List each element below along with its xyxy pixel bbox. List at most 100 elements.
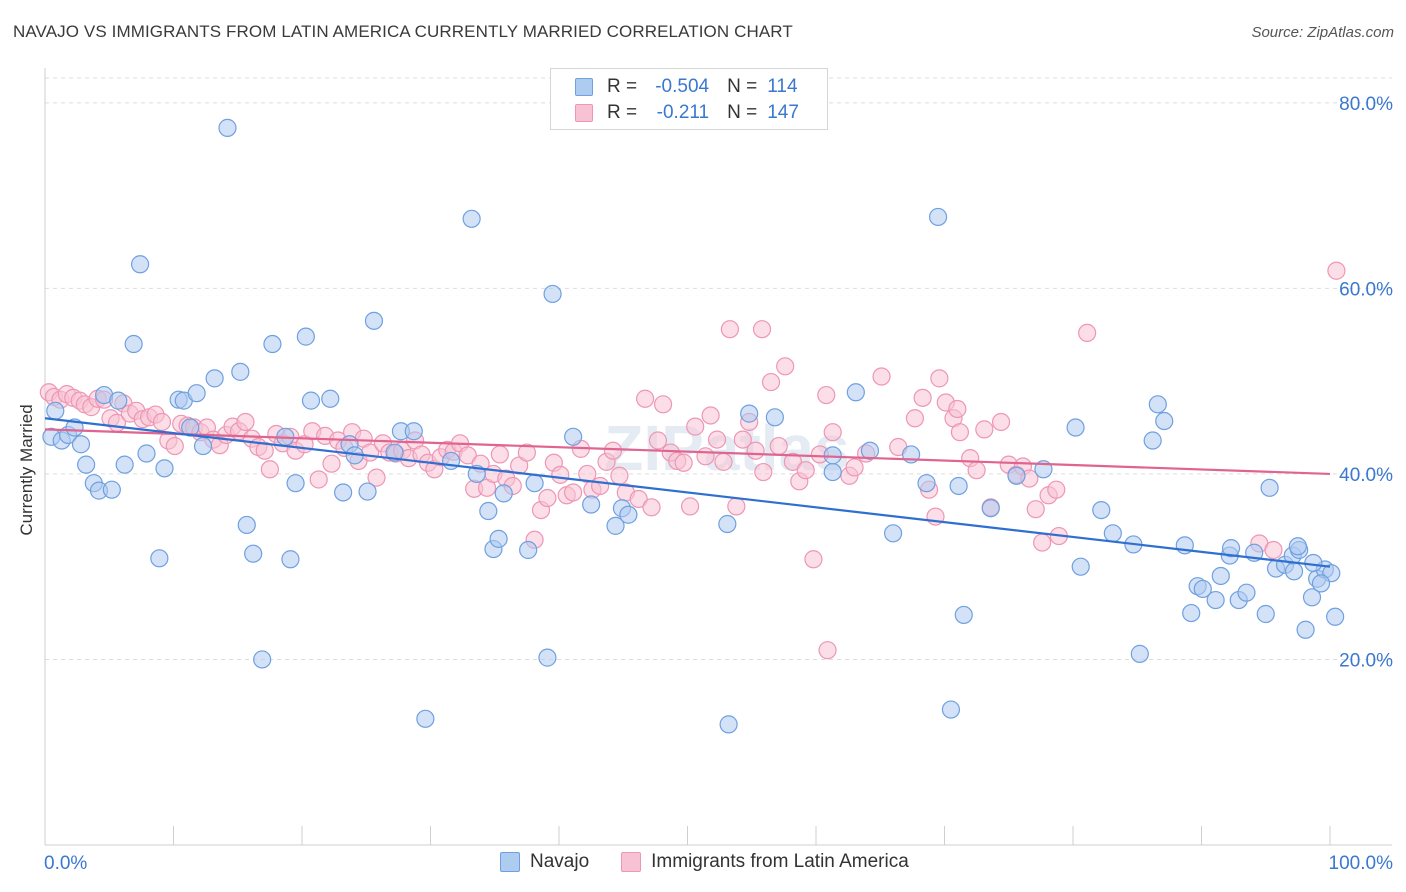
latam-swatch	[575, 104, 593, 122]
navajo-point	[525, 474, 544, 493]
navajo-point	[1130, 644, 1149, 663]
navajo-point	[823, 462, 842, 482]
navajo-point	[109, 391, 128, 410]
navajo-point	[1260, 478, 1279, 497]
navajo-point	[286, 474, 305, 493]
navajo-point	[404, 422, 423, 441]
latam-point	[817, 385, 836, 405]
navajo-point	[385, 443, 404, 462]
legend-label-latam: Immigrants from Latin America	[651, 851, 909, 872]
navajo-point	[1143, 431, 1162, 450]
navajo-point	[281, 550, 300, 569]
navajo-point	[1206, 590, 1225, 610]
y-axis-label: Currently Married	[17, 404, 36, 536]
y-tick-label: 40.0%	[1339, 465, 1393, 486]
r-value-latam: -0.211	[656, 102, 710, 123]
latam-point	[754, 462, 773, 482]
latam-point	[707, 430, 727, 449]
navajo-point	[1288, 537, 1307, 556]
latam-point	[769, 436, 788, 456]
navajo-point	[301, 391, 321, 410]
navajo-point	[244, 544, 263, 563]
navajo-point	[1182, 603, 1201, 623]
navajo-legend-swatch	[500, 852, 520, 872]
latam-point	[152, 412, 172, 432]
navajo-point	[1302, 588, 1322, 607]
latam-point	[1047, 480, 1066, 499]
navajo-point	[65, 418, 84, 437]
latam-point	[1327, 261, 1346, 280]
latam-point	[727, 497, 746, 516]
latam-point	[783, 452, 802, 471]
navajo-point	[77, 455, 96, 474]
latam-point	[752, 320, 772, 339]
latam-point	[653, 395, 673, 414]
stats-legend: R = -0.504 N = 114 R = -0.211 N = 147	[550, 68, 828, 130]
latam-point	[680, 497, 700, 516]
latam-point	[309, 470, 328, 489]
navajo-point	[954, 605, 973, 625]
latam-point	[1078, 323, 1097, 343]
navajo-point	[1007, 466, 1026, 485]
latam-point	[603, 441, 623, 460]
legend-item-latam: Immigrants from Latin America	[621, 851, 909, 873]
navajo-point	[102, 480, 121, 499]
navajo-point	[1296, 620, 1315, 639]
latam-trend-line	[44, 428, 1331, 476]
latam-point	[564, 483, 583, 502]
navajo-point	[130, 255, 150, 274]
latam-point	[255, 441, 274, 460]
navajo-point	[860, 441, 880, 460]
latam-point	[714, 452, 733, 471]
navajo-point	[846, 383, 865, 402]
stats-row-navajo: R = -0.504 N = 114	[575, 75, 798, 99]
stats-row-latam: R = -0.211 N = 147	[575, 101, 799, 125]
navajo-point	[740, 404, 759, 423]
navajo-point	[253, 650, 272, 669]
latam-point	[967, 461, 986, 480]
navajo-point	[543, 284, 562, 304]
navajo-point	[1193, 579, 1212, 599]
navajo-point	[296, 327, 315, 346]
navajo-point	[1311, 574, 1331, 593]
navajo-point	[334, 483, 353, 502]
navajo-point	[1237, 583, 1256, 602]
chart-title: NAVAJO VS IMMIGRANTS FROM LATIN AMERICA …	[13, 22, 793, 41]
latam-point	[1033, 533, 1052, 552]
navajo-point	[479, 501, 498, 521]
source-label: Source: ZipAtlas.com	[1251, 24, 1394, 41]
r-label: R =	[607, 76, 638, 97]
navajo-point	[582, 495, 601, 514]
latam-point	[733, 430, 752, 449]
navajo-point	[823, 446, 842, 465]
navajo-point	[46, 401, 65, 420]
n-value-latam: 147	[767, 102, 799, 123]
latam-point	[538, 488, 557, 508]
navajo-point	[917, 474, 936, 493]
latam-point	[686, 417, 705, 436]
navajo-point	[519, 540, 538, 560]
latam-point	[648, 431, 668, 450]
navajo-point	[718, 514, 737, 534]
navajo-point	[619, 505, 638, 524]
latam-point	[517, 443, 536, 462]
latam-point	[629, 489, 648, 509]
series-navajo-points	[42, 118, 1345, 734]
navajo-point	[1155, 411, 1174, 431]
navajo-point	[115, 455, 134, 474]
navajo-point	[1103, 524, 1122, 543]
latam-point	[818, 641, 837, 660]
navajo-point	[358, 482, 377, 501]
latam-point	[236, 412, 255, 432]
navajo-point	[1092, 500, 1111, 520]
navajo-point	[538, 648, 557, 667]
legend-label-navajo: Navajo	[530, 851, 590, 872]
latam-point	[610, 466, 629, 485]
latam-point	[776, 357, 795, 376]
latam-point	[823, 423, 842, 442]
latam-legend-swatch	[621, 852, 642, 872]
latam-point	[696, 447, 715, 466]
navajo-point	[719, 715, 738, 734]
x-tick-label: 0.0%	[44, 853, 87, 874]
